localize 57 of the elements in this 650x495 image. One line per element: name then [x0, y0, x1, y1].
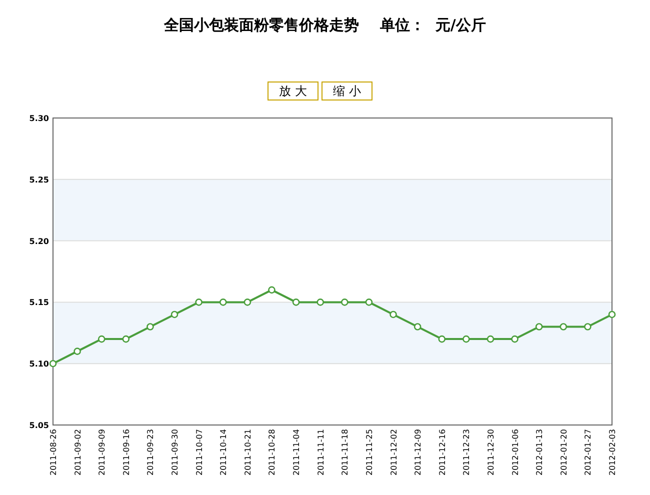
x-tick-label: 2011-09-02	[73, 429, 82, 476]
point	[74, 348, 81, 355]
x-tick-label: 2011-09-23	[146, 429, 156, 476]
x-tick-label: 2011-12-09	[414, 429, 423, 476]
x-tick-label: 2011-10-21	[243, 429, 252, 476]
x-tick-label: 2011-12-23	[462, 429, 472, 476]
x-tick-label: 2011-11-11	[316, 429, 326, 476]
x-tick-label: 2011-09-09	[98, 429, 107, 476]
point	[390, 310, 397, 318]
x-tick-label: 2011-09-16	[122, 429, 131, 476]
point	[244, 298, 252, 306]
x-tick-label: 2011-12-16	[438, 429, 447, 476]
point	[49, 360, 57, 368]
button: 放 大	[268, 82, 318, 100]
point	[365, 298, 373, 306]
x-tick-label: 2012-01-06	[510, 429, 520, 476]
y-tick-label: 5.05	[29, 421, 50, 430]
y-tick-label: 5.20	[29, 236, 50, 246]
x-tick-label: 2011-11-04	[292, 429, 302, 476]
x-tick-label: 2011-11-18	[340, 429, 350, 476]
point	[268, 286, 276, 294]
x-tick-label: 2012-01-27	[584, 429, 593, 476]
point	[292, 298, 300, 306]
y-tick-label: 5.15	[29, 298, 50, 308]
point	[219, 298, 227, 306]
x-tick-label: 2012-01-20	[559, 429, 568, 476]
button: 缩 小	[322, 82, 372, 100]
point	[122, 335, 130, 343]
x-tick-label: 2011-09-30	[170, 429, 180, 476]
y-tick-label: 5.10	[29, 360, 50, 369]
y-tick-label: 5.25	[29, 175, 50, 184]
x-tick-label: 2011-10-14	[219, 429, 228, 476]
point	[195, 298, 202, 306]
x-tick-label: 2012-01-13	[535, 429, 544, 476]
point	[535, 323, 543, 330]
x-tick-label: 2012-02-03	[608, 429, 617, 476]
point	[146, 323, 154, 330]
point	[560, 323, 568, 330]
point	[316, 298, 324, 306]
point	[584, 323, 592, 330]
point	[438, 335, 446, 343]
x-tick-label: 2011-12-02	[389, 429, 398, 476]
point	[462, 335, 470, 343]
x-tick-label: 2011-11-25	[364, 429, 374, 476]
x-tick-label: 2011-12-30	[486, 429, 496, 476]
point	[341, 298, 348, 306]
point	[414, 323, 422, 330]
chart-title: 全国小包装面粉零售价格走势 单位： 元/公斤	[163, 16, 486, 34]
point	[170, 310, 178, 318]
y-tick-label: 5.30	[29, 114, 50, 123]
x-tick-label: 2011-10-07	[194, 429, 204, 476]
point	[608, 310, 616, 318]
x-tick-label: 2011-08-26	[49, 429, 58, 476]
point	[98, 335, 106, 343]
point	[486, 335, 494, 343]
point	[511, 335, 518, 343]
x-tick-label: 2011-10-28	[268, 429, 277, 476]
